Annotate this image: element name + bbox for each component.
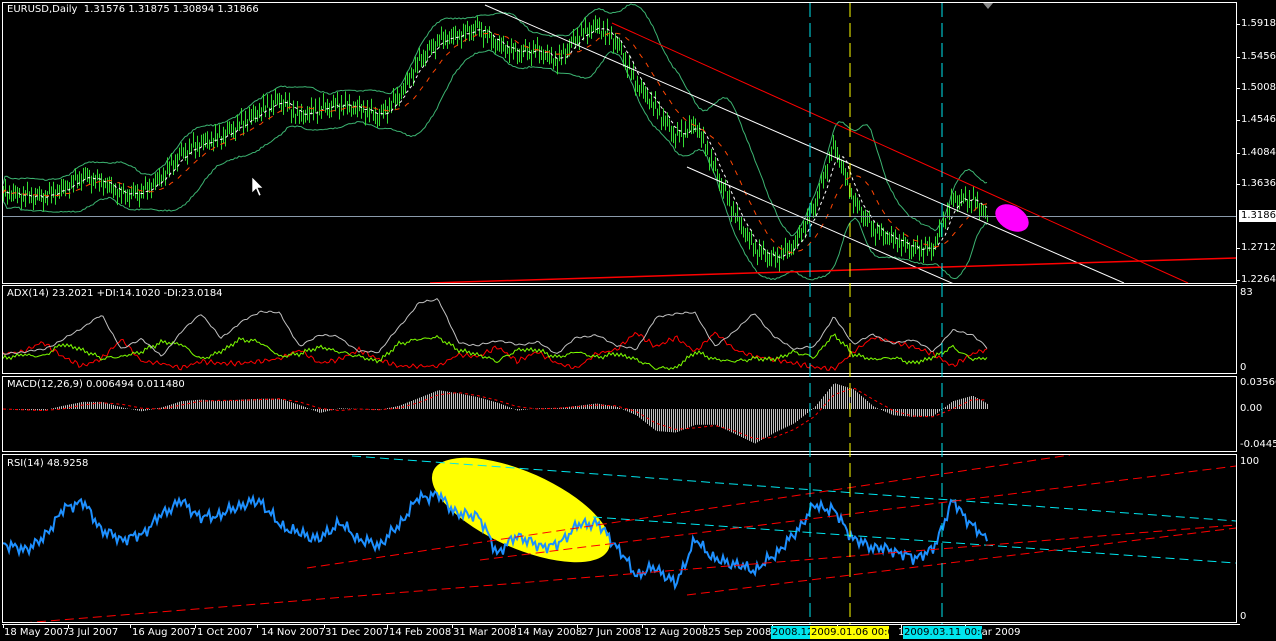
crosshair-date-label-3: 2009.03.11 00:00: [903, 626, 982, 639]
macd-panel: [3, 383, 988, 444]
time-label: 3 Jul 2007: [68, 627, 119, 638]
macd-axis-zero: 0.00: [1240, 403, 1263, 414]
rsi-trendline-red-2[interactable]: [306, 455, 1071, 569]
crosshair-date-label-2: 2009.01.06 00:00: [810, 626, 889, 639]
rsi-trendline-red-1[interactable]: [23, 524, 1236, 623]
macd-panel-frame: [2, 376, 1237, 452]
rsi-line: [3, 489, 988, 591]
trendline-white-lower[interactable]: [686, 166, 954, 284]
rsi-series: [3, 489, 988, 591]
trendline-red-support[interactable]: [429, 257, 1236, 283]
time-label: 14 May 2008: [517, 627, 583, 638]
trendline-red-upper[interactable]: [611, 22, 1189, 283]
adx-line: [3, 297, 988, 357]
rsi-trendline-cyan-upper[interactable]: [351, 455, 1236, 522]
trendline-white-upper[interactable]: [484, 4, 1125, 283]
price-tick-label: 1.45460: [1241, 114, 1276, 125]
shift-marker-triangle[interactable]: [983, 3, 993, 9]
price-tick-label: 1.22640: [1241, 274, 1276, 285]
rsi-label: RSI(14) 48.9258: [7, 458, 89, 469]
moving-averages: [3, 27, 988, 258]
time-label: 31 Dec 2007: [325, 627, 389, 638]
time-label: 1 Oct 2007: [197, 627, 253, 638]
price-tick-label: 1.50080: [1241, 82, 1276, 93]
time-label: 16 Aug 2007: [132, 627, 197, 638]
time-label-partial-prefix: 1: [898, 627, 905, 638]
crosshair-date-label-1: 2008.12.0: [771, 626, 810, 639]
adx-panel-frame: [2, 285, 1237, 374]
macd-label: MACD(12,26,9) 0.006494 0.011480: [7, 379, 185, 390]
adx-panel: [3, 297, 988, 371]
magenta-ellipse-marker[interactable]: [990, 199, 1033, 238]
price-tick-label: 1.40840: [1241, 147, 1276, 158]
rsi-panel: [3, 455, 1236, 623]
price-tick-label: 1.59180: [1241, 18, 1276, 29]
rsi-axis-min: 0: [1240, 611, 1247, 622]
ohlc-values: 1.31576 1.31875 1.30894 1.31866: [83, 4, 259, 15]
adx-label: ADX(14) 23.2021 +DI:14.1020 -DI:23.0184: [7, 288, 223, 299]
time-label: 12 Aug 2008: [644, 627, 709, 638]
bollinger-upper-band: [3, 3, 988, 237]
mouse-cursor-icon: [251, 176, 264, 197]
moving-average-fast: [3, 27, 988, 258]
rsi-trendline-red-4[interactable]: [686, 527, 1236, 596]
rsi-trendline-cyan-lower[interactable]: [592, 516, 1236, 564]
main-panel-frame: [2, 2, 1237, 284]
current-price-label: 1.31866: [1239, 210, 1276, 222]
rsi-axis-max: 100: [1240, 456, 1260, 467]
axis-ticks: [3, 24, 1240, 628]
time-label: 14 Nov 2007: [261, 627, 326, 638]
chart-title: EURUSD,Daily 1.31576 1.31875 1.30894 1.3…: [7, 4, 259, 16]
bollinger-lower-band: [3, 49, 988, 281]
price-bars: [3, 15, 988, 272]
time-label: 27 Jun 2008: [581, 627, 642, 638]
symbol-label: EURUSD,Daily: [7, 4, 78, 15]
price-tick-label: 1.54560: [1241, 51, 1276, 62]
rsi-panel-frame: [2, 454, 1237, 623]
plus-di-line: [3, 333, 988, 371]
moving-average-slow: [3, 32, 988, 254]
rsi-trendline-red-3[interactable]: [479, 465, 1236, 561]
time-label: 18 May 2007: [4, 627, 70, 638]
macd-signal-line: [3, 387, 988, 440]
minus-di-line: [3, 331, 988, 371]
time-label-partial: Mar 2009: [973, 627, 1021, 638]
price-tick-label: 1.36360: [1241, 178, 1276, 189]
adx-axis-max: 83: [1240, 287, 1253, 298]
adx-axis-min: 0: [1240, 362, 1247, 373]
price-tick-label: 1.27120: [1241, 242, 1276, 253]
main-price-panel: [3, 3, 1236, 284]
time-label: 25 Sep 2008: [708, 627, 772, 638]
macd-axis-max: 0.035668: [1240, 377, 1276, 388]
time-label: 31 Mar 2008: [453, 627, 517, 638]
time-label: 14 Feb 2008: [389, 627, 452, 638]
macd-axis-min: -0.04458: [1240, 439, 1276, 450]
